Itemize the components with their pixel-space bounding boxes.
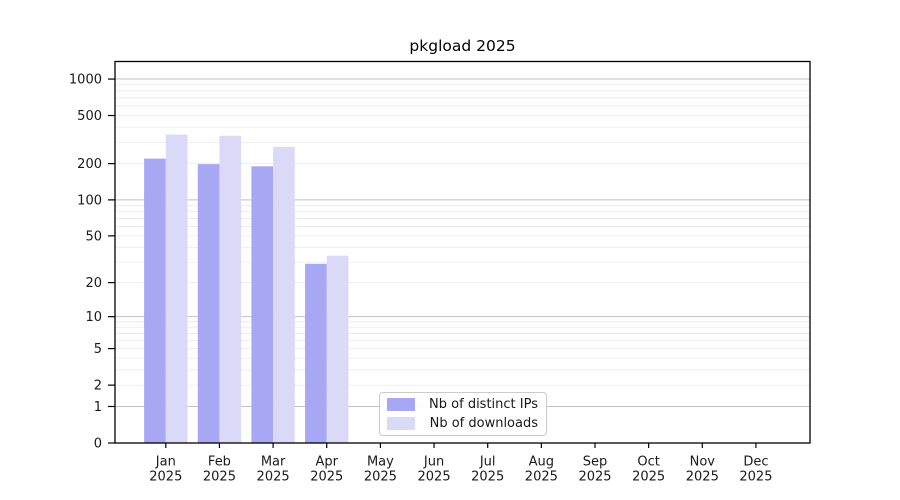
x-tick-year-sep: 2025 [578, 470, 611, 485]
x-tick-year-nov: 2025 [686, 470, 719, 485]
bar-mar-distinct-ips [251, 166, 274, 443]
y-tick-label-0: 0 [94, 437, 102, 452]
bar-apr-downloads [326, 255, 349, 443]
y-tick-label-1: 1 [94, 400, 102, 415]
x-tick-label-feb: Feb [208, 455, 231, 470]
legend: Nb of distinct IPs Nb of downloads [379, 392, 547, 436]
bar-jan-downloads [165, 134, 188, 443]
bar-mar-downloads [273, 146, 295, 443]
x-tick-label-jun: Jun [423, 455, 444, 470]
plot-frame [114, 60, 811, 444]
x-tick-label-apr: Apr [316, 455, 339, 470]
x-tick-year-jun: 2025 [418, 470, 451, 485]
x-tick-year-feb: 2025 [203, 470, 236, 485]
x-tick-label-mar: Mar [261, 455, 286, 470]
x-tick-year-aug: 2025 [525, 470, 558, 485]
x-tick-label-may: May [367, 455, 394, 470]
x-tick-year-mar: 2025 [257, 470, 290, 485]
x-tick-label-aug: Aug [529, 455, 554, 470]
y-tick-label-200: 200 [77, 157, 102, 172]
x-tick-year-may: 2025 [364, 470, 397, 485]
legend-swatch-distinct-ips [387, 398, 415, 412]
y-tick-label-50: 50 [85, 229, 102, 244]
x-tick-year-jan: 2025 [149, 470, 182, 485]
chart-title: pkgload 2025 [409, 37, 516, 55]
legend-item-distinct-ips: Nb of distinct IPs [387, 396, 538, 413]
x-tick-label-jan: Jan [155, 455, 176, 470]
bar-apr-distinct-ips [305, 263, 327, 443]
y-tick-label-2: 2 [94, 379, 102, 394]
x-tick-label-sep: Sep [583, 455, 608, 470]
y-tick-label-20: 20 [85, 276, 102, 291]
x-tick-label-jul: Jul [479, 455, 496, 470]
legend-label-distinct-ips: Nb of distinct IPs [429, 397, 538, 413]
x-tick-label-dec: Dec [743, 455, 768, 470]
y-tick-label-10: 10 [85, 310, 102, 325]
y-tick-label-100: 100 [77, 193, 102, 208]
legend-swatch-downloads [387, 416, 415, 430]
bar-feb-distinct-ips [197, 164, 220, 444]
x-tick-year-apr: 2025 [310, 470, 343, 485]
y-tick-label-1000: 1000 [69, 73, 102, 88]
bar-jan-distinct-ips [144, 158, 166, 443]
x-tick-label-oct: Oct [637, 455, 659, 470]
bar-feb-downloads [219, 135, 242, 443]
x-tick-label-nov: Nov [690, 455, 716, 470]
x-tick-year-dec: 2025 [739, 470, 772, 485]
legend-item-downloads: Nb of downloads [387, 415, 538, 432]
x-tick-year-oct: 2025 [632, 470, 665, 485]
y-tick-label-5: 5 [94, 342, 102, 357]
x-tick-year-jul: 2025 [471, 470, 504, 485]
y-tick-label-500: 500 [77, 109, 102, 124]
legend-label-downloads: Nb of downloads [429, 415, 538, 431]
